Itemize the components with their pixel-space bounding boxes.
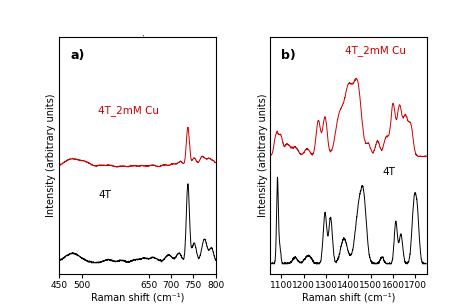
Text: 4T: 4T [383, 167, 396, 176]
Text: 4T_2mM Cu: 4T_2mM Cu [98, 105, 159, 116]
Text: 4T_2mM Cu: 4T_2mM Cu [346, 46, 406, 56]
Text: 4T: 4T [98, 190, 111, 200]
X-axis label: Raman shift (cm⁻¹): Raman shift (cm⁻¹) [91, 293, 184, 303]
X-axis label: Raman shift (cm⁻¹): Raman shift (cm⁻¹) [302, 293, 395, 303]
Text: b): b) [281, 49, 296, 62]
Y-axis label: Intensity (arbitrary units): Intensity (arbitrary units) [257, 94, 267, 217]
Text: a): a) [70, 49, 84, 62]
Y-axis label: Intensity (arbitrary units): Intensity (arbitrary units) [46, 94, 56, 217]
